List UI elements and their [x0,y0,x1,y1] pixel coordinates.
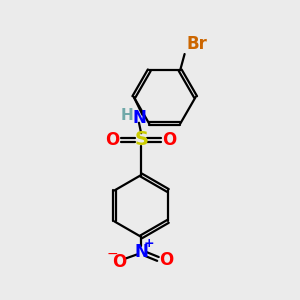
Text: Br: Br [186,34,207,52]
Text: N: N [132,109,146,127]
Text: O: O [159,251,173,269]
Text: O: O [106,131,120,149]
Text: +: + [144,237,155,250]
Text: H: H [120,109,133,124]
Text: N: N [134,243,148,261]
Text: O: O [112,253,126,271]
Text: S: S [134,130,148,149]
Text: −: − [107,247,118,261]
Text: O: O [163,131,177,149]
